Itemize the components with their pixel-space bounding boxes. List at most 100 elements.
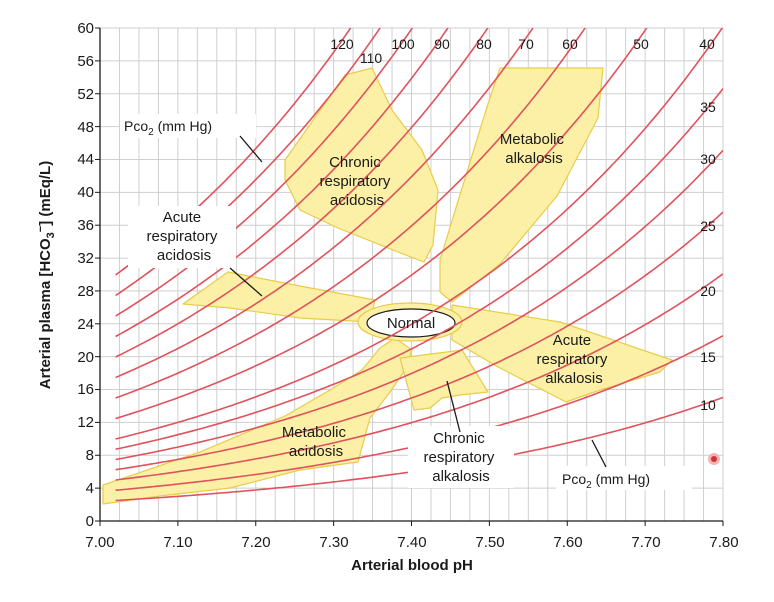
isobar-label-90: 90 — [434, 36, 450, 52]
leader-pco2-bottom — [591, 439, 607, 468]
y-axis-title-sup: − — [35, 226, 47, 232]
label-line: respiratory — [423, 449, 494, 466]
label-acute-respiratory-alkalosis: Acute respiratory alkalosis — [536, 332, 611, 387]
label-bg-chronic-alkalosis — [408, 426, 514, 488]
isobar-line-25 — [115, 211, 723, 471]
x-tick-label: 7.40 — [397, 534, 426, 551]
isobar-label-25: 25 — [700, 218, 716, 234]
zone-acute-respiratory-alkalosis — [451, 304, 673, 403]
isobar-label-10: 10 — [700, 397, 716, 413]
label-metabolic-acidosis: Metabolic acidosis — [282, 424, 350, 460]
y-tick-label: 24 — [77, 316, 94, 333]
zone-chronic-respiratory-acidosis — [284, 67, 439, 263]
y-tick-label: 48 — [77, 119, 94, 136]
y-tick-label: 44 — [77, 151, 94, 168]
isobar-line-40 — [115, 28, 723, 440]
label-line: Metabolic — [500, 131, 565, 148]
isobar-label-60: 60 — [562, 36, 578, 52]
leader-chronic-alkalosis — [446, 380, 461, 433]
x-tick-label: 7.60 — [553, 534, 582, 551]
pco2-post: (mm Hg) — [592, 471, 650, 487]
isobar-line-20 — [115, 273, 723, 481]
isobar-label-120: 120 — [330, 36, 354, 52]
x-tick-label: 7.50 — [475, 534, 504, 551]
y-axis-title-sub: 3 — [45, 232, 57, 238]
x-tick-label: 7.30 — [319, 534, 348, 551]
y-tick-label: 32 — [77, 250, 94, 267]
label-line: Acute — [163, 209, 201, 226]
y-tick-label: 12 — [77, 414, 94, 431]
isobar-labels: 120 110 100 90 80 70 60 50 40 35 30 25 2… — [330, 36, 716, 413]
label-line: acidosis — [157, 247, 211, 264]
zone-metabolic-alkalosis — [439, 67, 604, 303]
y-tick-label: 40 — [77, 184, 94, 201]
x-tick-label: 7.70 — [631, 534, 660, 551]
y-tick-label: 52 — [77, 86, 94, 103]
isobar-label-80: 80 — [476, 36, 492, 52]
label-line: respiratory — [536, 351, 607, 368]
label-chronic-respiratory-acidosis: Chronic respiratory acidosis — [319, 154, 394, 209]
label-line: respiratory — [146, 228, 217, 245]
x-tick-labels: 7.00 7.10 7.20 7.30 7.40 7.50 7.60 7.70 … — [85, 534, 738, 551]
isobar-line-35 — [115, 88, 723, 450]
y-tick-label: 16 — [77, 381, 94, 398]
label-line: respiratory — [319, 173, 390, 190]
label-normal: Normal — [387, 315, 435, 332]
isobar-label-100: 100 — [391, 36, 415, 52]
label-line: acidosis — [330, 192, 384, 209]
label-metabolic-alkalosis: Metabolic alkalosis — [500, 131, 568, 167]
y-tick-label: 4 — [86, 480, 94, 497]
label-line: Chronic — [433, 430, 485, 447]
pco2-isobars — [115, 28, 723, 502]
label-line: alkalosis — [545, 370, 603, 387]
x-tick-label: 7.10 — [163, 534, 192, 551]
y-tick-label: 56 — [77, 53, 94, 70]
x-tick-label: 7.20 — [241, 534, 270, 551]
y-tick-label: 28 — [77, 283, 94, 300]
leader-lines — [229, 135, 607, 468]
isobar-line-60 — [115, 28, 587, 399]
leader-pco2-top — [239, 135, 263, 163]
x-tick-label: 7.80 — [709, 534, 738, 551]
label-bg-acute-acidosis — [128, 206, 236, 268]
isobar-label-40: 40 — [699, 36, 715, 52]
label-acute-respiratory-acidosis: Acute respiratory acidosis — [146, 209, 221, 264]
isobar-line-80 — [115, 28, 489, 358]
zone-normal-inner — [366, 308, 456, 338]
zone-acute-respiratory-acidosis — [182, 271, 376, 323]
leader-acute-acidosis — [229, 267, 263, 297]
axis-ticks — [95, 27, 724, 526]
x-axis-title: Arterial blood pH — [351, 557, 473, 574]
isobar-label-50: 50 — [633, 36, 649, 52]
label-chronic-respiratory-alkalosis: Chronic respiratory alkalosis — [423, 430, 498, 485]
isobar-line-90 — [115, 28, 449, 338]
label-line: alkalosis — [432, 468, 490, 485]
isobar-line-100 — [115, 28, 414, 317]
isobar-line-50 — [115, 28, 648, 420]
y-tick-label: 8 — [86, 447, 94, 464]
y-axis-title-end: ] (mEq/L) — [37, 161, 54, 226]
y-tick-label: 60 — [77, 20, 94, 37]
label-line: acidosis — [289, 443, 343, 460]
isobar-label-30: 30 — [700, 151, 716, 167]
marker-dot — [711, 456, 717, 462]
pco2-unit-label-top: Pco2 (mm Hg) — [124, 118, 212, 138]
x-tick-label: 7.00 — [85, 534, 114, 551]
y-tick-label: 0 — [86, 513, 94, 530]
isobar-label-15: 15 — [700, 349, 716, 365]
label-line: Chronic — [329, 154, 381, 171]
y-tick-labels: 0 4 8 12 16 20 24 28 32 36 40 44 48 52 5… — [77, 20, 94, 530]
pco2-sub: 2 — [586, 480, 592, 491]
y-axis-title: Arterial plasma [HCO3−] (mEq/L) — [35, 161, 57, 389]
label-line: Metabolic — [282, 424, 347, 441]
pco2-unit-label-bottom: Pco2 (mm Hg) — [562, 471, 650, 491]
label-bg-pco2-top — [120, 114, 256, 138]
pco2-pre: Pco — [562, 471, 586, 487]
y-axis-title-main: Arterial plasma [HCO — [37, 238, 54, 389]
isobar-line-70 — [115, 28, 534, 379]
isobar-line-30 — [115, 149, 723, 461]
pco2-pre: Pco — [124, 118, 148, 134]
label-line: alkalosis — [505, 150, 563, 167]
label-line: Acute — [553, 332, 591, 349]
